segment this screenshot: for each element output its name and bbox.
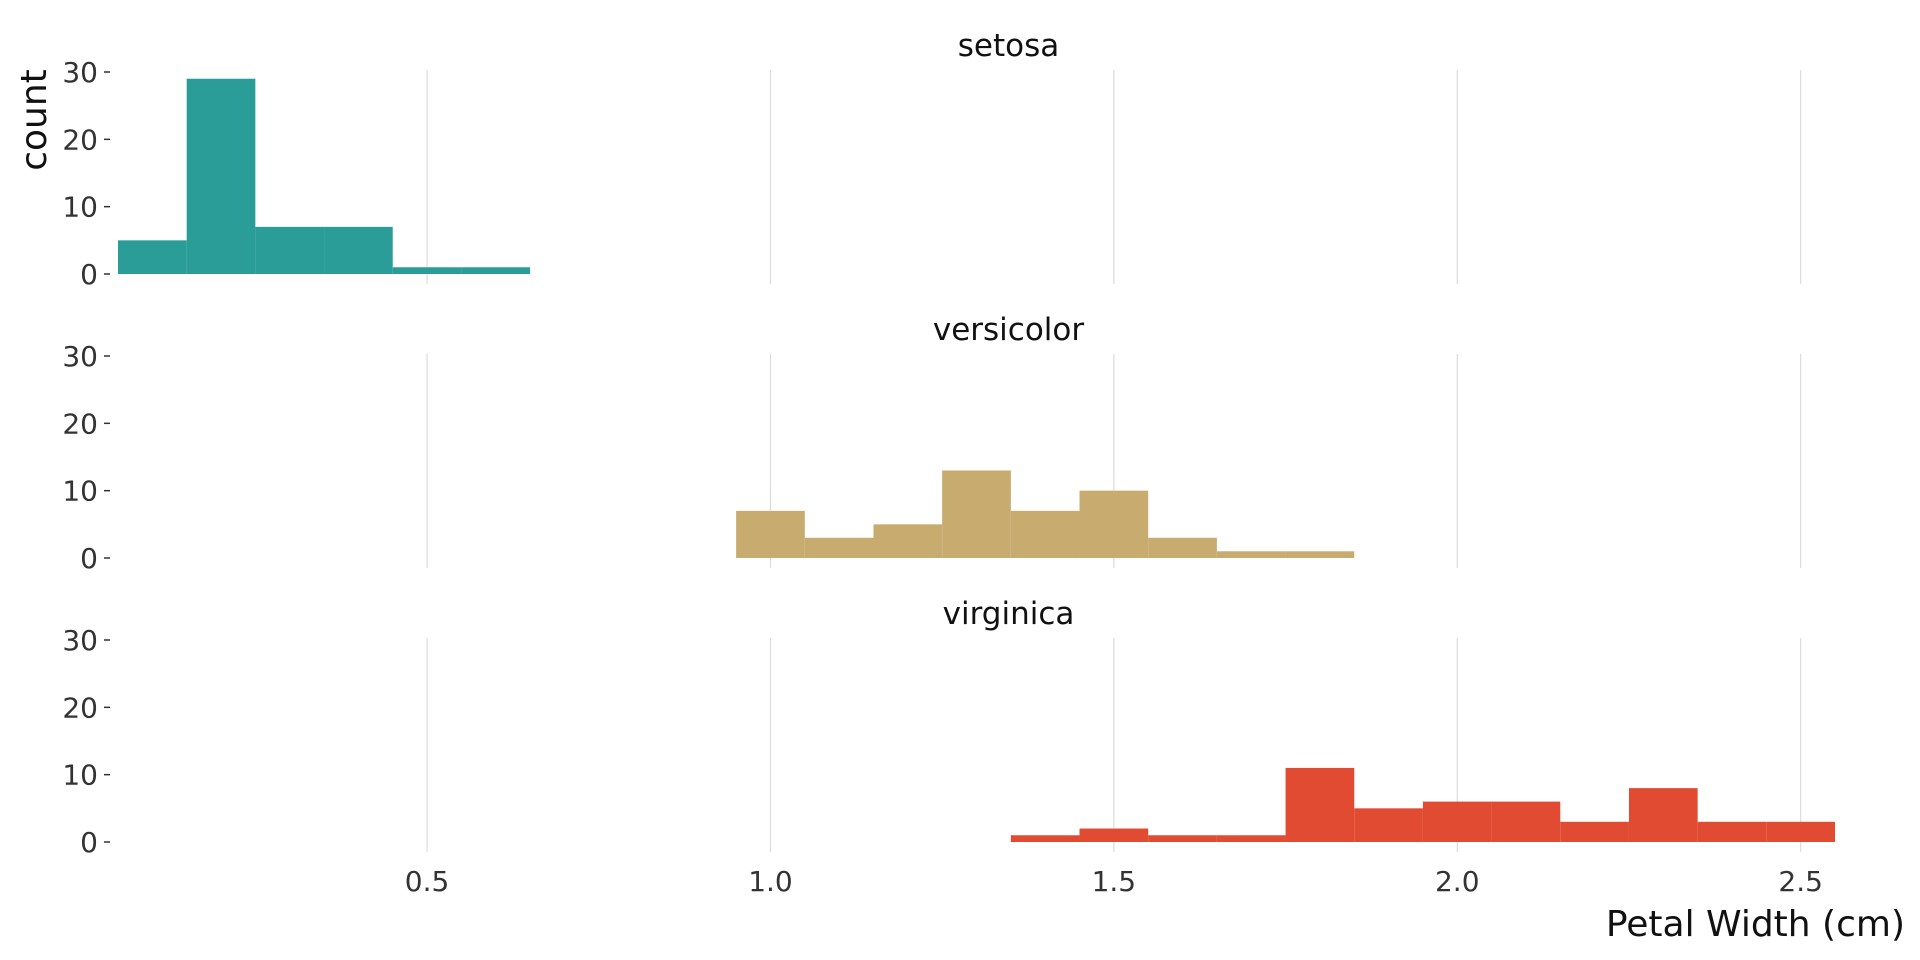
bar-virginica-11 [1766, 821, 1835, 842]
y-tick-label-20: 20 [62, 123, 98, 156]
y-tick-label-20: 20 [62, 407, 98, 440]
bar-versicolor-2 [873, 524, 943, 558]
bar-virginica-8 [1560, 821, 1629, 842]
bar-virginica-10 [1697, 821, 1767, 842]
bar-versicolor-8 [1285, 551, 1355, 558]
x-axis: 0.5 1.0 1.5 2.0 2.5 [405, 865, 1823, 898]
facet-virginica: virginica 0 10 20 30 [62, 596, 1835, 859]
facet-panels: setosa 0 10 20 30 versicolor 0 10 20 30 virginica 0… [62, 28, 1835, 859]
facet-versicolor: versicolor 0 10 20 30 [62, 312, 1802, 575]
bar-versicolor-0 [736, 510, 805, 558]
bar-virginica-6 [1422, 801, 1492, 842]
x-tick-label-1.5: 1.5 [1092, 865, 1137, 898]
bar-virginica-7 [1491, 801, 1561, 842]
bar-setosa-5 [461, 267, 531, 274]
bar-versicolor-5 [1079, 490, 1149, 558]
bar-virginica-5 [1354, 808, 1423, 842]
bar-virginica-3 [1216, 835, 1286, 842]
y-tick-label-30: 30 [62, 624, 98, 657]
facet-setosa: setosa 0 10 20 30 [62, 28, 1802, 291]
bar-versicolor-4 [1010, 510, 1080, 558]
x-axis-title: Petal Width (cm) [1606, 904, 1905, 945]
bar-versicolor-6 [1148, 537, 1217, 558]
y-tick-label-10: 10 [62, 191, 98, 224]
y-axis-title: count [14, 69, 55, 171]
bar-setosa-2 [255, 226, 325, 274]
x-tick-label-0.5: 0.5 [405, 865, 450, 898]
y-tick-label-0: 0 [80, 826, 98, 859]
bar-virginica-0 [1010, 835, 1080, 842]
bar-setosa-0 [118, 240, 187, 274]
facet-title-virginica: virginica [943, 596, 1075, 632]
x-tick-label-2.0: 2.0 [1435, 865, 1480, 898]
x-tick-label-2.5: 2.5 [1778, 865, 1823, 898]
bar-setosa-4 [392, 267, 462, 274]
y-tick-label-20: 20 [62, 691, 98, 724]
bar-virginica-1 [1079, 828, 1149, 842]
x-tick-label-1.0: 1.0 [748, 865, 793, 898]
bar-virginica-4 [1285, 767, 1355, 842]
facet-title-setosa: setosa [958, 28, 1060, 64]
bar-versicolor-1 [804, 537, 874, 558]
bar-versicolor-7 [1216, 551, 1286, 558]
bar-setosa-3 [324, 226, 393, 274]
bar-virginica-9 [1628, 788, 1698, 842]
bar-setosa-1 [186, 78, 256, 274]
y-tick-label-0: 0 [80, 542, 98, 575]
y-tick-label-30: 30 [62, 340, 98, 373]
facet-title-versicolor: versicolor [933, 312, 1085, 348]
bar-versicolor-3 [942, 470, 1011, 558]
y-tick-label-10: 10 [62, 475, 98, 508]
y-tick-label-30: 30 [62, 56, 98, 89]
bar-virginica-2 [1148, 835, 1217, 842]
y-tick-label-10: 10 [62, 759, 98, 792]
y-tick-label-0: 0 [80, 258, 98, 291]
